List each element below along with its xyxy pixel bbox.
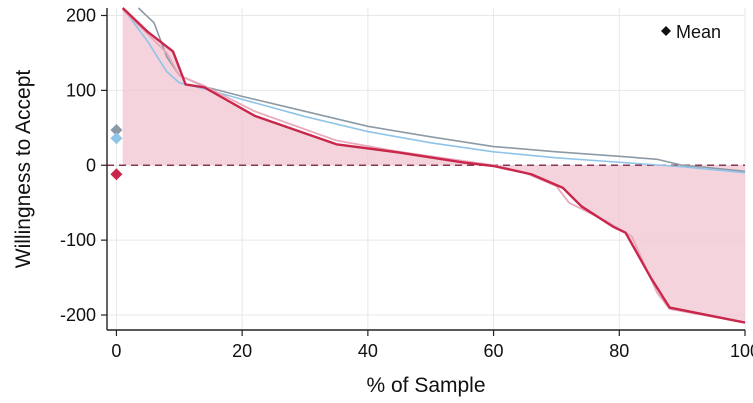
x-tick-label: 40 [358, 341, 378, 361]
series-line-grey [137, 7, 746, 173]
legend-mean-marker [661, 26, 671, 36]
y-tick-label: -100 [60, 230, 96, 250]
x-axis-ticks: 0 20 40 60 80 100 [111, 330, 753, 361]
x-tick-label: 0 [111, 341, 121, 361]
series-line-crimson [121, 7, 746, 324]
legend: Mean [661, 22, 721, 42]
legend-mean-label: Mean [676, 22, 721, 42]
x-tick-label: 20 [232, 341, 252, 361]
y-tick-label: -200 [60, 305, 96, 325]
mean-marker-grey [110, 124, 123, 137]
x-tick-label: 80 [609, 341, 629, 361]
y-axis-title: Willingness to Accept [12, 70, 35, 269]
y-axis-ticks: 200 100 0 -100 -200 [60, 5, 107, 325]
series-layer [121, 7, 746, 324]
mean-marker-crimson [110, 168, 123, 181]
series-line-light-blue [122, 7, 746, 174]
y-tick-label: 0 [86, 155, 96, 175]
x-tick-label: 60 [484, 341, 504, 361]
mean-markers [110, 124, 123, 181]
x-tick-label: 100 [730, 341, 753, 361]
y-tick-label: 100 [66, 80, 96, 100]
mean-marker-light-blue [110, 132, 123, 145]
y-tick-label: 200 [66, 5, 96, 25]
x-axis-title: % of Sample [366, 374, 485, 397]
